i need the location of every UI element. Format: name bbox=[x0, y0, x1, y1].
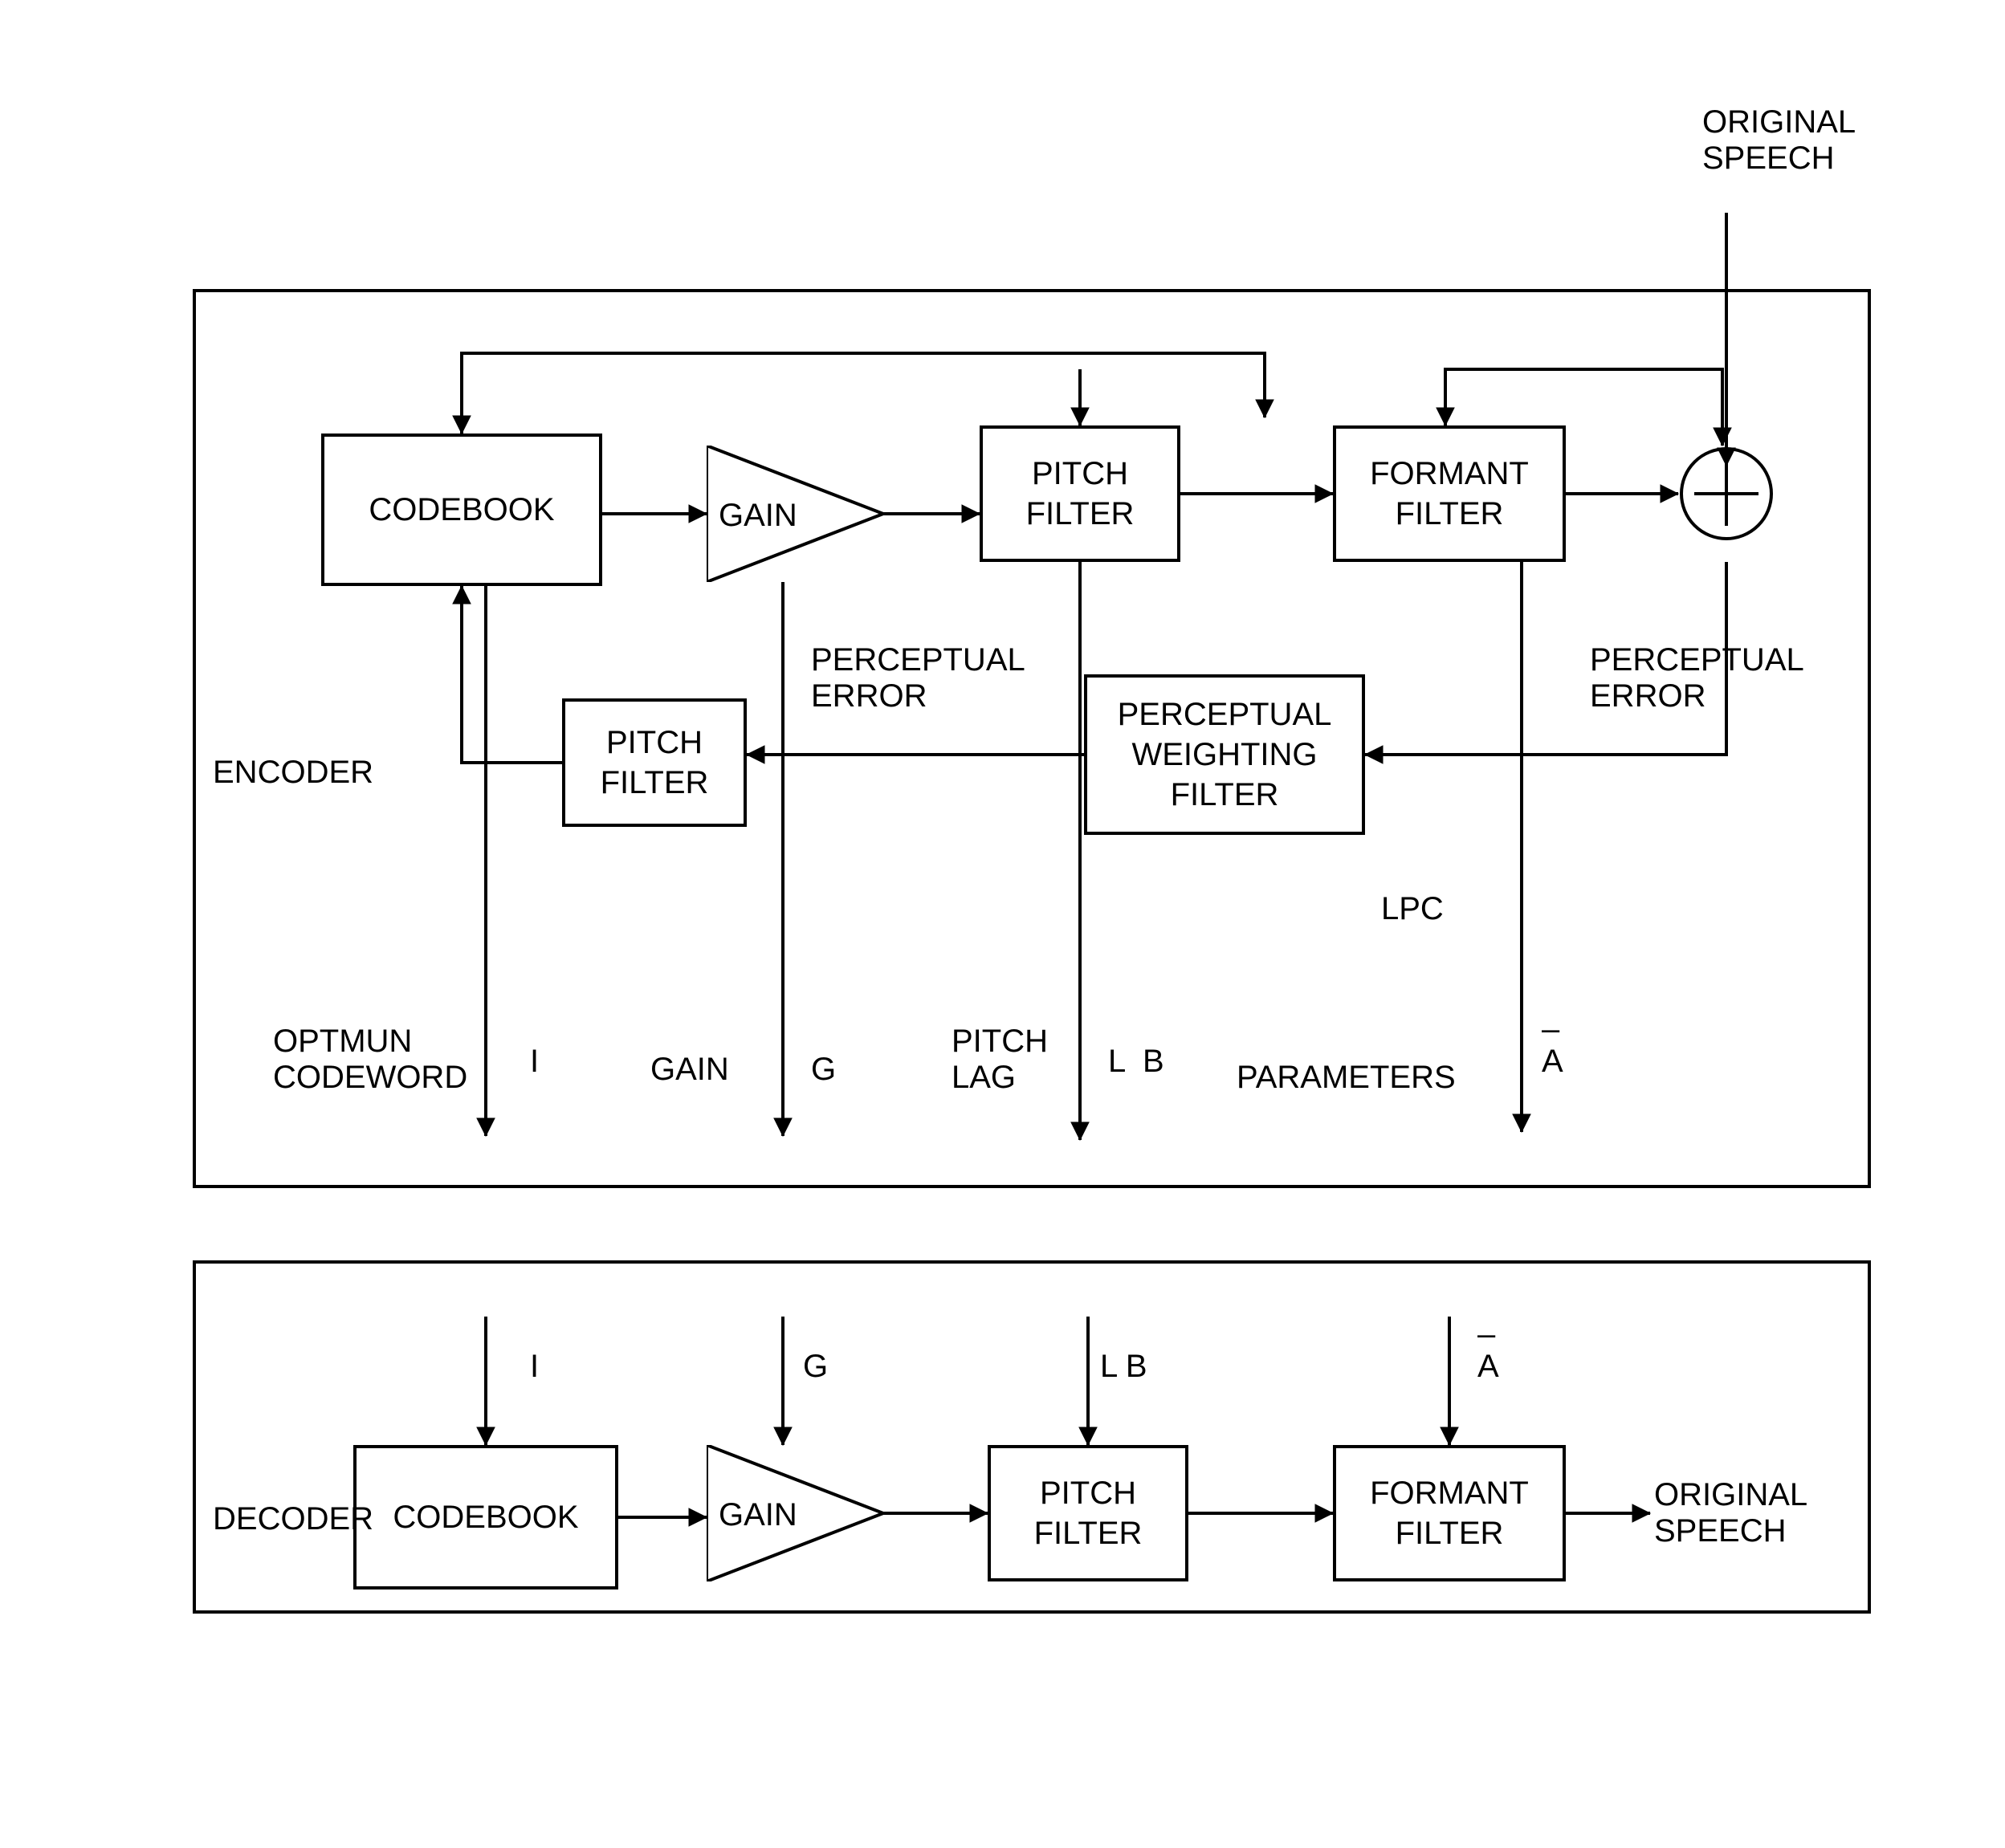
decoder-gain-label: GAIN bbox=[719, 1497, 797, 1533]
abar-enc-bar: – bbox=[1542, 1012, 1559, 1048]
encoder-pitch-filter-label: PITCH FILTER bbox=[983, 454, 1177, 534]
decoder-formant-filter-block: FORMANT FILTER bbox=[1333, 1445, 1566, 1581]
lb-dec-label: L B bbox=[1100, 1349, 1147, 1385]
lpc-label: LPC bbox=[1381, 891, 1444, 927]
decoder-formant-filter-label: FORMANT FILTER bbox=[1336, 1473, 1563, 1553]
original-speech-in-label: ORIGINAL SPEECH bbox=[1702, 104, 1856, 177]
encoder-pwf-label: PERCEPTUAL WEIGHTING FILTER bbox=[1087, 694, 1362, 815]
diagram-canvas: CODEBOOK GAIN PITCH FILTER FORMANT FILTE… bbox=[0, 0, 2005, 1848]
encoder-pitch-filter2-block: PITCH FILTER bbox=[562, 698, 747, 827]
decoder-label: DECODER bbox=[213, 1501, 373, 1537]
perceptual-error-1-label: PERCEPTUAL ERROR bbox=[811, 642, 1025, 714]
g-enc-label: G bbox=[811, 1052, 836, 1088]
optimum-codeword-label: OPTMUN CODEWORD bbox=[273, 1024, 467, 1096]
original-speech-out-label: ORIGINAL SPEECH bbox=[1654, 1477, 1807, 1549]
a-enc-label: A bbox=[1542, 1044, 1563, 1080]
encoder-formant-filter-block: FORMANT FILTER bbox=[1333, 425, 1566, 562]
encoder-pitch-filter2-label: PITCH FILTER bbox=[565, 723, 744, 803]
i-dec-label: I bbox=[530, 1349, 539, 1385]
abar-dec-bar: – bbox=[1477, 1317, 1495, 1353]
encoder-gain-label: GAIN bbox=[719, 498, 797, 534]
encoder-codebook-block: CODEBOOK bbox=[321, 434, 602, 586]
perceptual-error-2-label: PERCEPTUAL ERROR bbox=[1590, 642, 1804, 714]
decoder-codebook-block: CODEBOOK bbox=[353, 1445, 618, 1590]
encoder-formant-filter-label: FORMANT FILTER bbox=[1336, 454, 1563, 534]
encoder-pwf-block: PERCEPTUAL WEIGHTING FILTER bbox=[1084, 674, 1365, 835]
gain-out-label: GAIN bbox=[650, 1052, 729, 1088]
summer-icon bbox=[1678, 446, 1775, 542]
decoder-codebook-label: CODEBOOK bbox=[393, 1497, 578, 1537]
decoder-pitch-filter-label: PITCH FILTER bbox=[991, 1473, 1185, 1553]
a-dec-label: A bbox=[1477, 1349, 1499, 1385]
g-dec-label: G bbox=[803, 1349, 828, 1385]
encoder-pitch-filter-block: PITCH FILTER bbox=[980, 425, 1180, 562]
decoder-pitch-filter-block: PITCH FILTER bbox=[988, 1445, 1188, 1581]
i-enc-label: I bbox=[530, 1044, 539, 1080]
pitch-lag-label: PITCH LAG bbox=[952, 1024, 1048, 1096]
parameters-label: PARAMETERS bbox=[1237, 1060, 1456, 1096]
encoder-codebook-label: CODEBOOK bbox=[369, 490, 554, 530]
lb-enc-label: L B bbox=[1108, 1044, 1164, 1080]
encoder-label: ENCODER bbox=[213, 755, 373, 791]
